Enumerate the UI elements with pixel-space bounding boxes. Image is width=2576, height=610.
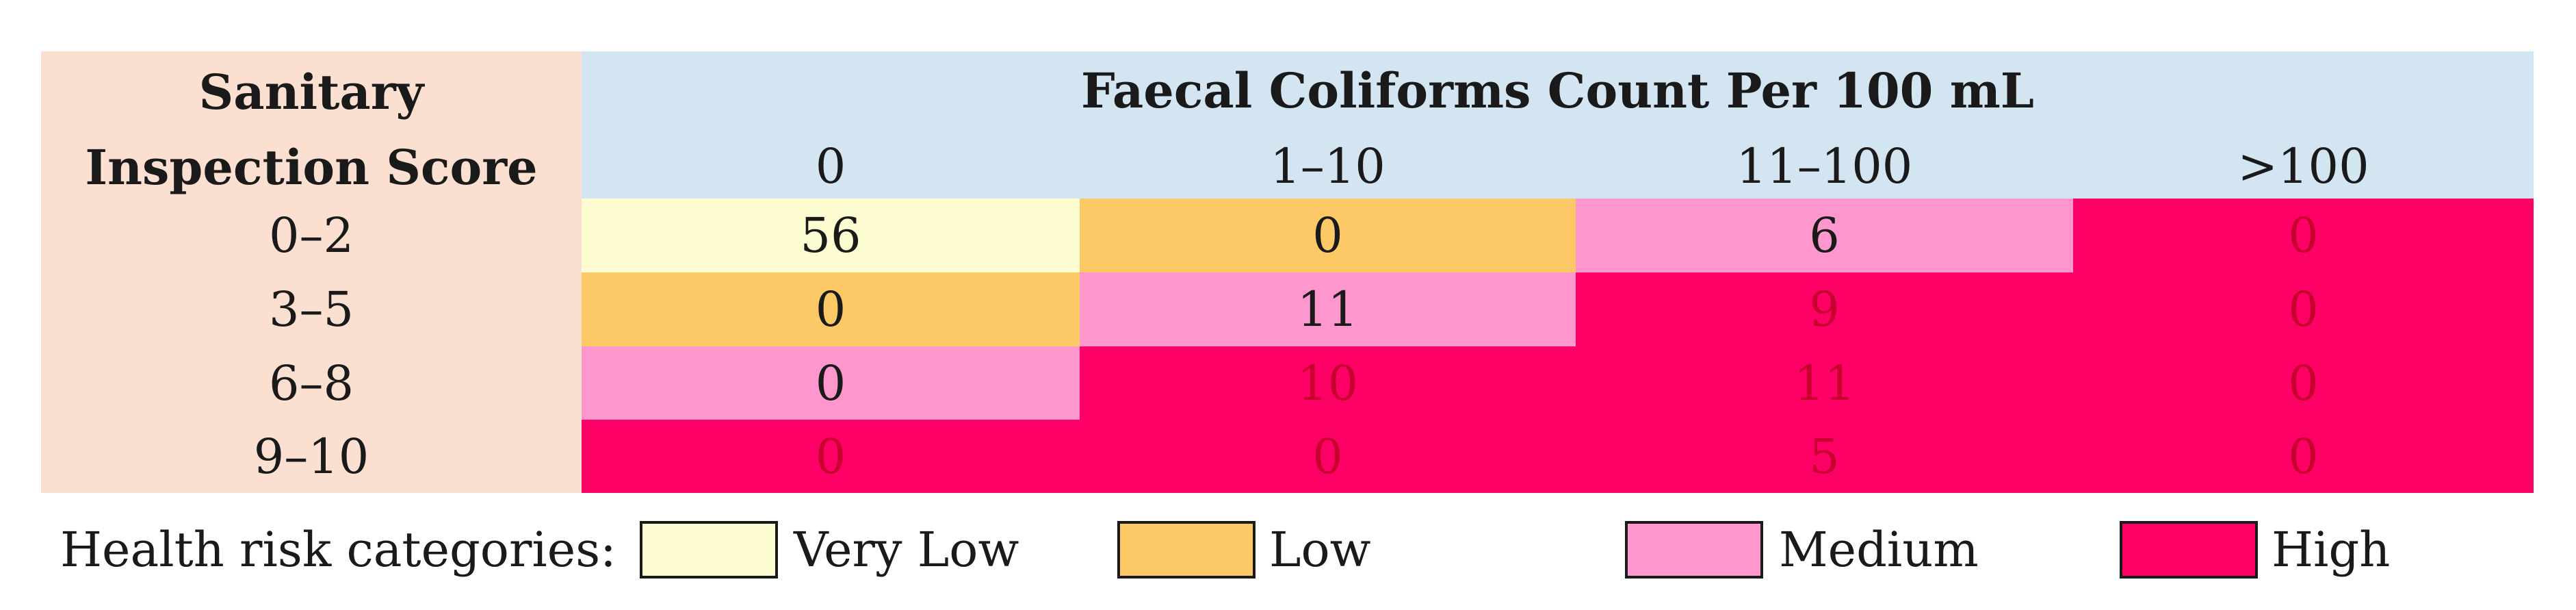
legend-swatch-very-low bbox=[640, 521, 778, 579]
legend-label-high: High bbox=[2272, 522, 2391, 578]
table-cell: 11 bbox=[1080, 272, 1576, 346]
legend-swatch-low bbox=[1117, 521, 1256, 579]
row-header-column bbox=[41, 51, 582, 493]
table-cell: 0 bbox=[582, 272, 1080, 346]
table-cell: 0 bbox=[1080, 199, 1576, 272]
legend-swatch-high bbox=[2120, 521, 2258, 579]
legend-label-medium: Medium bbox=[1779, 522, 1979, 578]
row-label: 0–2 bbox=[268, 207, 354, 264]
table-cell: 0 bbox=[582, 420, 1080, 493]
column-header-1: 1–10 bbox=[1270, 138, 1385, 194]
row-label: 6–8 bbox=[268, 355, 354, 411]
table-cell: 6 bbox=[1576, 199, 2073, 272]
table-cell: 11 bbox=[1576, 346, 2073, 420]
row-header-line2: Inspection Score bbox=[85, 139, 538, 196]
column-header-3: >100 bbox=[2237, 138, 2369, 194]
column-header-0: 0 bbox=[815, 138, 846, 194]
column-header-area bbox=[582, 51, 2534, 199]
table-cell: 5 bbox=[1576, 420, 2073, 493]
table-cell: 0 bbox=[2073, 272, 2534, 346]
column-header-2: 11–100 bbox=[1736, 138, 1913, 194]
table-cell: 10 bbox=[1080, 346, 1576, 420]
row-header-line1: Sanitary bbox=[198, 64, 424, 120]
table-cell: 9 bbox=[1576, 272, 2073, 346]
table-cell: 0 bbox=[2073, 346, 2534, 420]
table-cell: 0 bbox=[2073, 199, 2534, 272]
legend-swatch-medium bbox=[1625, 521, 1763, 579]
table-cell: 56 bbox=[582, 199, 1080, 272]
row-label: 9–10 bbox=[253, 428, 369, 485]
legend-label-very-low: Very Low bbox=[794, 522, 1019, 578]
table-cell: 0 bbox=[1080, 420, 1576, 493]
column-group-header: Faecal Coliforms Count Per 100 mL bbox=[1080, 62, 2035, 119]
legend-title: Health risk categories: bbox=[60, 522, 616, 578]
legend-label-low: Low bbox=[1269, 522, 1371, 578]
row-label: 3–5 bbox=[268, 281, 354, 338]
table-cell: 0 bbox=[582, 346, 1080, 420]
table-cell: 0 bbox=[2073, 420, 2534, 493]
